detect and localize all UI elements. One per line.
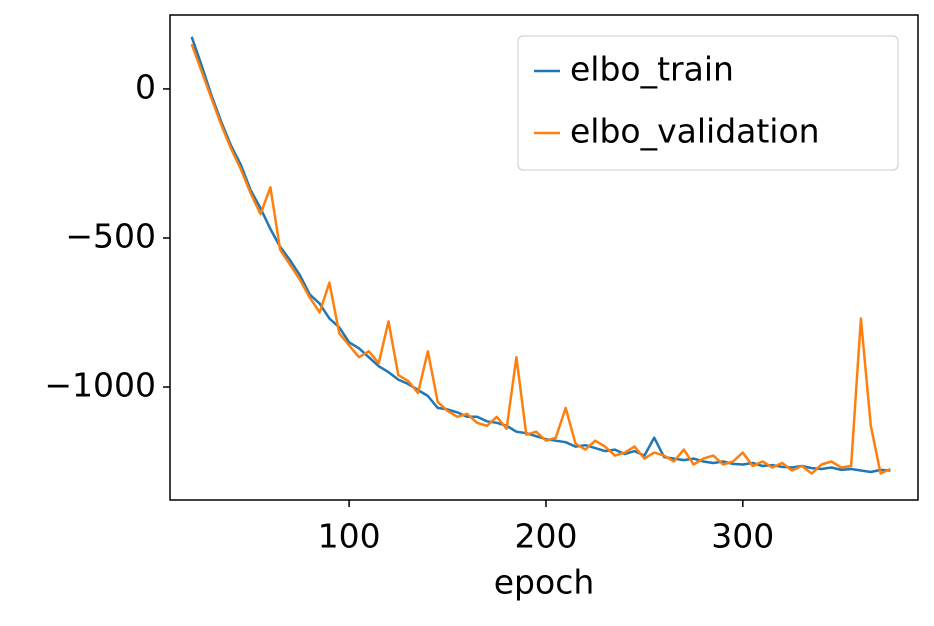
legend-label: elbo_validation [570, 112, 820, 151]
y-tick-label: −500 [65, 216, 156, 255]
x-tick-label: 300 [711, 517, 774, 556]
legend-box [517, 35, 899, 171]
x-axis-label: epoch [494, 563, 595, 602]
plot-frame [169, 14, 919, 501]
legend-label: elbo_train [570, 50, 734, 89]
line [190, 43, 891, 475]
y-tick-label: −1000 [44, 366, 156, 405]
x-tick-label: 100 [318, 517, 381, 556]
x-tick-label: 200 [514, 517, 577, 556]
y-tick-label: 0 [135, 67, 156, 106]
